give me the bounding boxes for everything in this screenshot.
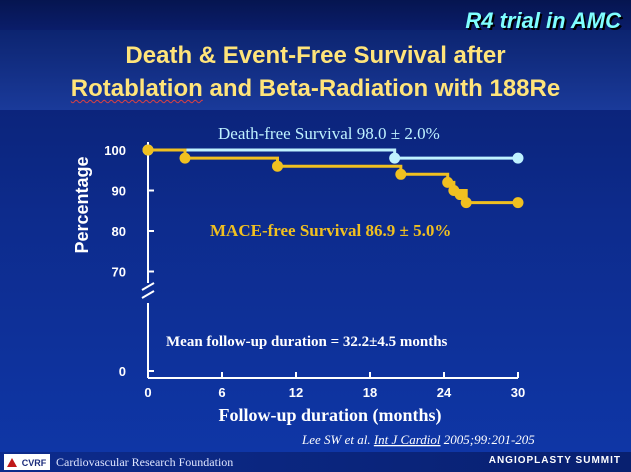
axis-break-mark	[141, 290, 155, 299]
y-tick-label: 0	[119, 364, 126, 379]
slide-title-line-1: Death & Event-Free Survival after	[125, 42, 506, 69]
title-line-2-rest: and Beta-Radiation with 188Re	[202, 75, 561, 102]
x-tick-label: 24	[437, 385, 452, 400]
cvrf-logo: CVRF	[4, 454, 50, 470]
death-free-survival-annotation: Death-free Survival 98.0 ± 2.0%	[218, 124, 440, 143]
trial-tag: R4 trial in AMC	[465, 8, 621, 33]
citation-part-3: 2005;99:201-205	[441, 432, 536, 447]
x-tick-labels: 0 6 12 18 24 30	[144, 385, 525, 400]
series-point	[395, 168, 407, 180]
mace-free-survival-annotation: MACE-free Survival 86.9 ± 5.0%	[210, 221, 451, 240]
series-point	[460, 197, 472, 209]
footer-foundation: Cardiovascular Research Foundation	[56, 455, 234, 469]
x-tick-label: 18	[363, 385, 377, 400]
y-axis-label: Percentage	[72, 156, 92, 253]
x-tick-label: 30	[511, 385, 525, 400]
chart-axes	[141, 142, 519, 379]
y-tick-label: 100	[104, 143, 126, 158]
series-point	[179, 152, 191, 164]
y-tick-label: 80	[112, 224, 126, 239]
footer-summit: ANGIOPLASTY SUMMIT	[488, 455, 621, 466]
citation-part-2: Int J Cardiol	[373, 432, 441, 447]
citation-part-1: Lee SW et al.	[301, 432, 374, 447]
series-point	[389, 152, 401, 164]
x-tick-label: 12	[289, 385, 303, 400]
series-point	[512, 152, 524, 164]
title-misspelled-word: Rotablation	[70, 75, 203, 102]
x-axis-label: Follow-up duration (months)	[218, 405, 441, 426]
top-band	[0, 0, 631, 30]
y-tick-labels: 0 70 80 90 100	[104, 143, 126, 379]
series-line-2	[148, 148, 518, 205]
mean-follow-up-annotation: Mean follow-up duration = 32.2±4.5 month…	[166, 334, 448, 350]
y-tick-label: 70	[112, 265, 126, 280]
series-point	[142, 144, 154, 156]
x-tick-label: 6	[218, 385, 225, 400]
chart-series	[142, 144, 524, 209]
citation-reference: Lee SW et al. Int J Cardiol 2005;99:201-…	[301, 432, 535, 447]
x-tick-label: 0	[144, 385, 151, 400]
slide-title-line-2: Rotablation and Beta-Radiation with 188R…	[0, 75, 631, 103]
footer-bar	[0, 452, 631, 472]
series-point	[442, 176, 454, 188]
y-tick-label: 90	[112, 184, 126, 199]
cvrf-logo-text: CVRF	[22, 458, 47, 468]
series-point	[512, 197, 524, 209]
title-band	[0, 30, 631, 110]
series-point	[272, 160, 283, 172]
series-point	[454, 189, 466, 201]
axis-break-mark	[141, 282, 155, 291]
